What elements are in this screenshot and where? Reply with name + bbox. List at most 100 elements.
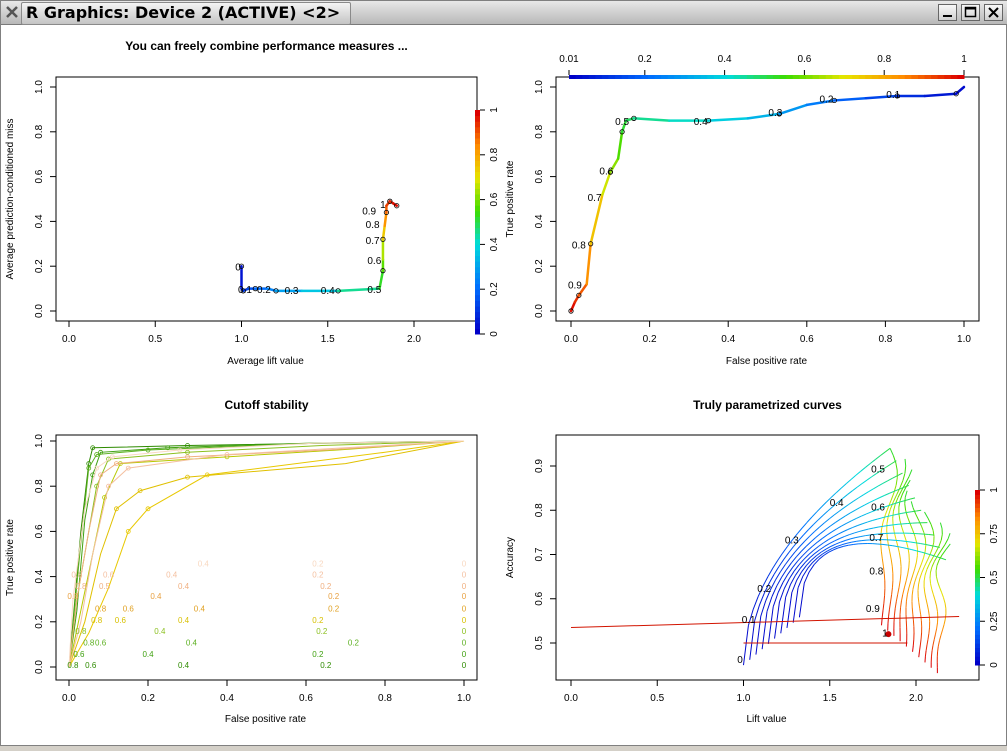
- curve-segment: [927, 604, 928, 610]
- colorkey-label: 0.75: [989, 524, 1000, 544]
- curve-segment: [945, 603, 946, 608]
- cutoff-label: 0.2: [819, 95, 833, 106]
- curve-segment: [858, 524, 863, 526]
- curve-segment: [913, 639, 914, 645]
- colorkey-segment: [648, 75, 655, 79]
- curve-segment: [948, 533, 950, 539]
- y-tick-label: 0.6: [534, 591, 545, 605]
- minimize-button[interactable]: [938, 4, 957, 21]
- curve-segment: [779, 588, 784, 601]
- cutoff-label: 0.4: [198, 559, 210, 568]
- curve-segment: [847, 542, 852, 543]
- curve-segment: [771, 580, 776, 589]
- curve-segment: [839, 537, 844, 539]
- colorkey-segment: [852, 75, 859, 79]
- colorkey-segment: [760, 75, 767, 79]
- curve-segment: [930, 548, 932, 554]
- curve-segment: [859, 530, 864, 531]
- curve-segment: [883, 566, 884, 573]
- curve-segment: [779, 559, 784, 566]
- curve-segment: [848, 544, 853, 545]
- y-tick-label: 0.8: [534, 124, 545, 138]
- curve-segment: [781, 597, 786, 633]
- curve-segment: [893, 525, 894, 532]
- close-button[interactable]: [984, 4, 1003, 21]
- curve-segment: [783, 546, 788, 553]
- curve-segment: [795, 546, 800, 552]
- curve-segment: [946, 544, 950, 549]
- colorkey-segment: [975, 573, 980, 578]
- y-tick-label: 0.8: [34, 479, 45, 493]
- curve-segment: [956, 87, 964, 94]
- curve-segment: [938, 641, 939, 646]
- curve-segment: [836, 488, 841, 492]
- y-tick-label: 0.4: [34, 569, 45, 583]
- curve-segment: [780, 565, 785, 572]
- colorkey-segment: [475, 239, 480, 245]
- curve-segment: [875, 456, 880, 460]
- cutoff-label: 0.6: [73, 650, 85, 659]
- curve-segment: [902, 513, 907, 514]
- colorkey-segment: [839, 75, 846, 79]
- colorkey-segment: [975, 490, 980, 495]
- cutoff-label: 0.2: [316, 627, 328, 636]
- colorkey-segment: [475, 194, 480, 200]
- curve-segment: [863, 492, 868, 495]
- cutoff-label: 0.4: [694, 117, 708, 128]
- cutoff-label: 0: [462, 592, 467, 601]
- curve-segment: [815, 550, 820, 554]
- colorkey-segment: [975, 578, 980, 583]
- curve-segment: [860, 505, 865, 508]
- curve-segment: [918, 585, 919, 591]
- colorkey-segment: [615, 75, 622, 79]
- curve-segment: [928, 518, 931, 524]
- curve-segment: [888, 500, 891, 507]
- curve-segment: [891, 559, 892, 566]
- curve-segment: [897, 513, 902, 514]
- colorkey-segment: [975, 525, 980, 530]
- colorkey-segment: [872, 75, 879, 79]
- colorkey-segment: [475, 300, 480, 306]
- curve-segment: [925, 94, 956, 96]
- colorkey-label: 1: [989, 487, 1000, 493]
- colorkey-segment: [475, 267, 480, 273]
- curve-segment: [925, 593, 926, 599]
- curve-segment: [926, 598, 927, 604]
- maximize-button[interactable]: [961, 4, 980, 21]
- curve-segment: [877, 518, 882, 519]
- curve-segment: [842, 523, 847, 526]
- curve-segment: [905, 466, 906, 473]
- window-menu-icon[interactable]: [5, 5, 19, 19]
- curve-segment: [883, 525, 888, 526]
- curve-segment: [831, 544, 836, 546]
- cutoff-label: 0.9: [362, 207, 376, 218]
- colorkey-segment: [975, 529, 980, 534]
- curve-segment: [786, 584, 791, 597]
- cutoff-label: 0.2: [328, 605, 340, 614]
- curve-segment: [889, 609, 890, 616]
- cutoff-label: 0: [462, 650, 467, 659]
- colorkey-label: 0.2: [489, 282, 500, 296]
- curve-segment: [803, 551, 808, 556]
- curve-segment: [931, 524, 933, 530]
- cutoff-label: 0.4: [194, 605, 206, 614]
- curve-segment: [773, 560, 778, 568]
- y-tick-label: 1.0: [34, 434, 45, 448]
- curve-segment: [801, 546, 806, 551]
- curve-segment: [919, 651, 920, 657]
- title-bar[interactable]: R Graphics: Device 2 (ACTIVE) <2>: [1, 1, 1007, 25]
- colorkey-label: 0.01: [559, 54, 579, 65]
- colorkey-segment: [475, 256, 480, 262]
- curve-segment: [936, 576, 937, 581]
- cutoff-label: 0: [462, 559, 467, 568]
- chart-title: You can freely combine performance measu…: [125, 39, 408, 53]
- cutoff-label: 0.8: [91, 616, 103, 625]
- curve-segment: [805, 536, 810, 541]
- cutoff-label: 0.6: [871, 502, 885, 513]
- colorkey-segment: [582, 75, 589, 79]
- y-tick-label: 0.8: [34, 124, 45, 138]
- x-tick-label: 0.0: [62, 693, 76, 704]
- curve-segment: [944, 619, 945, 624]
- y-axis-label: True positive rate: [505, 160, 516, 237]
